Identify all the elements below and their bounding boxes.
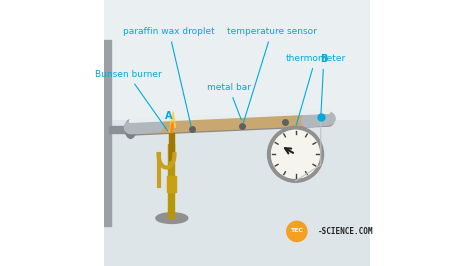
Bar — [109, 126, 136, 133]
Text: temperature sensor: temperature sensor — [227, 27, 317, 123]
Text: -SCIENCE.COM: -SCIENCE.COM — [318, 227, 374, 236]
Text: Bunsen burner: Bunsen burner — [95, 70, 168, 131]
Bar — [293, 165, 297, 181]
Ellipse shape — [156, 213, 188, 223]
Text: B: B — [320, 53, 327, 64]
Polygon shape — [170, 112, 175, 133]
Circle shape — [269, 128, 322, 181]
Circle shape — [272, 130, 319, 178]
Ellipse shape — [125, 120, 136, 138]
FancyArrowPatch shape — [131, 126, 157, 127]
Polygon shape — [104, 0, 370, 120]
Text: TEC: TEC — [291, 228, 303, 232]
FancyArrowPatch shape — [131, 118, 328, 128]
FancyArrowPatch shape — [308, 119, 328, 121]
Bar — [168, 144, 174, 218]
Bar — [104, 40, 110, 226]
FancyArrowPatch shape — [131, 121, 328, 130]
Text: A: A — [165, 111, 173, 121]
Circle shape — [287, 221, 307, 242]
Bar — [166, 176, 176, 192]
Text: paraffin wax droplet: paraffin wax droplet — [123, 27, 215, 126]
Text: metal bar: metal bar — [207, 83, 251, 120]
Polygon shape — [171, 122, 173, 133]
Bar — [169, 133, 173, 160]
Text: thermometer: thermometer — [285, 54, 346, 125]
Polygon shape — [104, 0, 370, 266]
FancyArrowPatch shape — [131, 112, 328, 121]
